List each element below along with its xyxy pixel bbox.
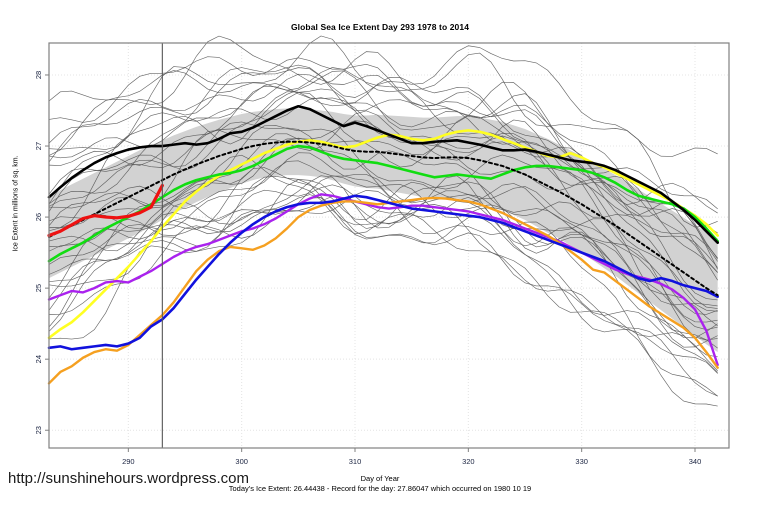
page-title: Global Sea Ice Extent Day 293 1978 to 20… [290,22,470,32]
year-series-lines [47,104,719,385]
x-axis-label: Day of Year [360,474,400,483]
axis-frame [45,42,730,452]
svg-text:23: 23 [34,426,43,434]
svg-text:25: 25 [34,284,43,292]
watermark-url: http://sunshinehours.wordpress.com [8,470,249,487]
svg-text:330: 330 [575,457,588,466]
svg-text:24: 24 [34,355,43,363]
svg-text:26: 26 [34,213,43,221]
svg-text:310: 310 [349,457,362,466]
svg-text:320: 320 [462,457,475,466]
svg-text:340: 340 [689,457,702,466]
svg-text:27: 27 [34,142,43,150]
svg-text:290: 290 [122,457,135,466]
svg-text:28: 28 [34,71,43,79]
axis-tick-labels: 290 300 310 320 330 340 23 24 25 26 27 28 [34,71,701,466]
svg-text:300: 300 [235,457,248,466]
chart-subtitle: Today's Ice Extent: 26.44438 - Record fo… [228,484,532,493]
